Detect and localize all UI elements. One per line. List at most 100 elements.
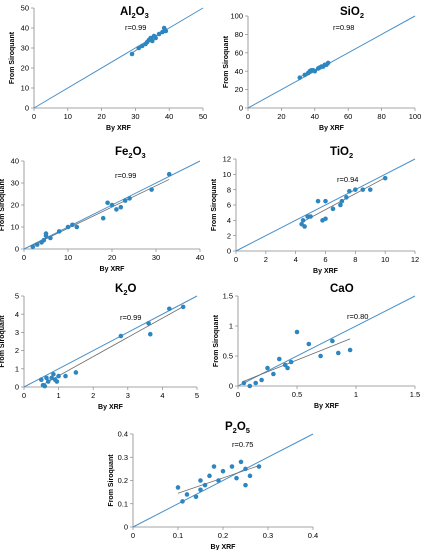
y-axis-label: From Siroquant	[108, 454, 115, 507]
y-tick-label: 10	[11, 223, 19, 232]
y-tick-label: 5	[15, 292, 19, 301]
x-axis-label: By XRF	[314, 403, 340, 410]
data-point	[265, 365, 270, 371]
title-subscript: 2	[349, 151, 353, 160]
x-tick-label: 10	[64, 253, 72, 262]
title-subscript: 3	[142, 151, 146, 160]
y-tick-label: 12	[223, 155, 231, 164]
x-tick-label: 30	[131, 112, 139, 121]
data-point	[100, 215, 106, 221]
data-point	[198, 478, 203, 483]
data-point	[353, 187, 358, 192]
x-tick-label: 0	[22, 253, 26, 262]
title-subscript: 2	[132, 11, 136, 20]
data-point	[297, 75, 303, 80]
data-point	[73, 370, 79, 375]
data-point	[146, 321, 151, 326]
data-point	[229, 464, 235, 469]
y-tick-label: 2	[15, 346, 19, 355]
data-point	[238, 459, 244, 465]
title-text: Fe	[115, 146, 128, 158]
x-tick-label: 1.5	[410, 390, 420, 399]
data-point	[259, 377, 264, 383]
x-tick-label: 5	[195, 391, 199, 400]
data-point	[339, 198, 345, 204]
title-text: Al	[120, 6, 132, 18]
identity-line	[132, 433, 314, 528]
trend-line	[243, 338, 351, 382]
y-tick-label: 100	[230, 12, 243, 21]
x-tick-label: 0.3	[263, 531, 273, 540]
x-axis-label: By XRF	[211, 544, 237, 550]
x-tick-label: 12	[411, 255, 419, 264]
correlation-label: r=0.99	[125, 23, 146, 32]
data-point	[44, 375, 49, 381]
chart-panel-5: 0 0.5 1 1.5 0 0.5 1 1.5 r=0.80 By XRF From Siroqua…	[213, 283, 420, 410]
y-tick-label: 10	[21, 84, 29, 93]
data-point	[241, 380, 247, 386]
title-subscript: 2	[128, 151, 132, 160]
data-point	[308, 214, 313, 219]
data-point	[338, 202, 343, 208]
chart-title: P2O5	[225, 421, 250, 435]
y-axis-label: From Siroquant	[0, 178, 6, 231]
data-point	[180, 304, 186, 310]
data-point	[306, 341, 312, 347]
y-tick-label: 20	[11, 201, 19, 210]
data-point	[294, 329, 300, 335]
x-tick-label: 0	[246, 112, 250, 121]
data-point	[330, 206, 336, 212]
x-tick-label: 40	[196, 253, 204, 262]
data-point	[323, 216, 328, 222]
x-tick-label: 0	[131, 531, 135, 540]
data-point	[247, 383, 253, 389]
data-point	[198, 487, 203, 493]
chart-title: TiO2	[330, 146, 353, 160]
chart-title: CaO	[330, 283, 354, 295]
data-point	[149, 187, 154, 192]
data-point	[300, 218, 306, 223]
data-point	[167, 306, 172, 312]
title-text: CaO	[330, 283, 354, 295]
data-point	[234, 475, 239, 481]
title-subscript: 2	[360, 11, 364, 20]
data-point	[49, 375, 54, 381]
data-point	[45, 379, 51, 384]
title-text: O	[133, 146, 142, 158]
data-point	[216, 478, 221, 483]
y-tick-label: 10	[223, 170, 231, 179]
data-point	[243, 482, 248, 488]
x-tick-label: 40	[165, 112, 173, 121]
y-tick-label: 60	[235, 48, 243, 57]
data-point	[243, 466, 248, 472]
identity-line	[237, 295, 416, 387]
x-tick-label: 0.4	[308, 531, 318, 540]
title-subscript: 3	[145, 11, 149, 20]
title-subscript: 2	[233, 426, 237, 435]
data-point	[65, 224, 71, 230]
chart-panel-0: 0 10 20 30 40 50 0 10 20 30 40 50 r=0.99 By XRF From S…	[9, 4, 207, 132]
title-subscript: 5	[246, 426, 250, 435]
y-tick-label: 1.5	[223, 292, 233, 301]
x-axis-label: By XRF	[313, 268, 339, 275]
x-tick-label: 4	[160, 391, 164, 400]
chart-title: Al2O3	[120, 6, 149, 20]
data-point	[56, 229, 62, 234]
x-tick-label: 0.1	[173, 531, 183, 540]
data-point	[211, 464, 217, 469]
data-point	[336, 350, 341, 356]
data-point	[122, 198, 128, 203]
x-tick-label: 0	[236, 390, 240, 399]
data-point	[34, 242, 40, 247]
data-point	[253, 380, 258, 386]
x-tick-label: 20	[97, 112, 105, 121]
x-tick-label: 2	[264, 255, 268, 264]
title-text: O	[237, 421, 246, 433]
y-tick-label: 0	[15, 383, 19, 392]
data-point	[118, 333, 124, 339]
data-point	[48, 235, 53, 241]
data-point	[114, 207, 119, 212]
data-point	[41, 237, 47, 243]
x-tick-label: 100	[409, 112, 422, 121]
chart-title: K2O	[115, 283, 136, 297]
